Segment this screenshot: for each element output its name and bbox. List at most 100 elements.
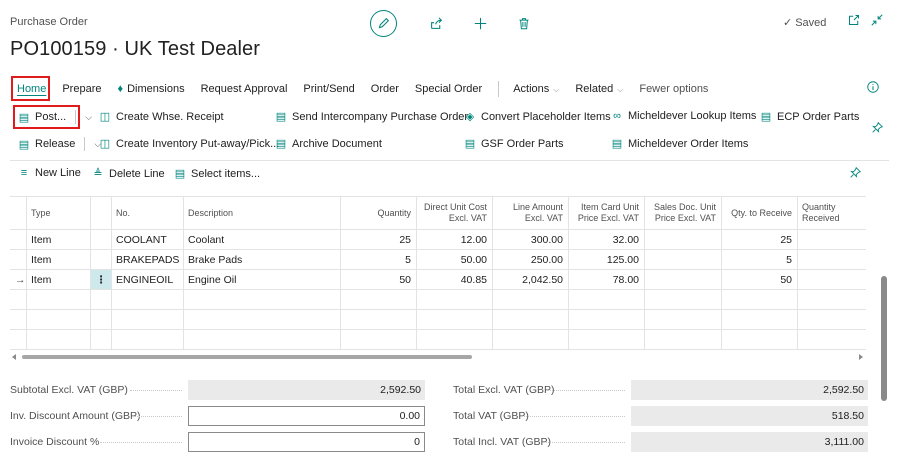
empty-row[interactable]: [10, 330, 866, 350]
send-intercompany-button[interactable]: ▤ Send Intercompany Purchase Order: [275, 110, 469, 124]
horizontal-scrollbar[interactable]: [10, 352, 865, 360]
vertical-scrollbar-thumb[interactable]: [881, 276, 887, 401]
pin-lines-button[interactable]: [850, 167, 861, 178]
cell-description[interactable]: Brake Pads: [188, 253, 243, 266]
micheldever-order-button[interactable]: ▤ Micheldever Order Items: [611, 137, 749, 151]
menu-related[interactable]: Related ⌵: [575, 83, 623, 95]
cell-qty-to-receive[interactable]: 5: [786, 253, 792, 266]
send-intercompany-label: Send Intercompany Purchase Order: [292, 110, 469, 123]
dimensions-icon: ♦: [117, 83, 124, 95]
convert-icon: ◈: [465, 111, 475, 123]
menu-fewer-options[interactable]: Fewer options: [639, 83, 709, 95]
column-header-type[interactable]: Type: [31, 207, 51, 218]
list-icon: ▤: [760, 111, 772, 123]
vertical-scrollbar[interactable]: [880, 196, 888, 464]
menu-request-approval[interactable]: Request Approval: [200, 83, 288, 95]
post-label: Post...: [35, 111, 67, 123]
column-header-no[interactable]: No.: [116, 207, 131, 218]
menu-prepare[interactable]: Prepare: [62, 83, 102, 95]
table-row[interactable]: → Item ⋮ ENGINEOIL Engine Oil 50 40.85 2…: [10, 270, 866, 290]
open-new-window-button[interactable]: [848, 14, 860, 29]
total-vat-row: Total VAT (GBP): [453, 406, 529, 426]
menu-order[interactable]: Order: [370, 83, 399, 95]
micheldever-lookup-button[interactable]: ∞ Micheldever Lookup Items: [611, 110, 756, 122]
release-button[interactable]: ▤ Release ⌵: [18, 137, 101, 151]
new-line-button[interactable]: ≡ New Line: [18, 167, 81, 179]
select-items-button[interactable]: ▤ Select items...: [174, 167, 260, 181]
column-header-direct-unit-cost[interactable]: Direct Unit Cost Excl. VAT: [423, 202, 487, 223]
menu-actions[interactable]: Actions ⌵: [513, 83, 559, 95]
empty-row[interactable]: [10, 310, 866, 330]
cell-no[interactable]: COOLANT: [116, 233, 167, 246]
gsf-order-parts-button[interactable]: ▤ GSF Order Parts: [464, 137, 564, 151]
cell-type[interactable]: Item: [31, 253, 52, 266]
row-menu-button[interactable]: ⋮: [91, 270, 111, 289]
convert-placeholder-button[interactable]: ◈ Convert Placeholder Items: [464, 110, 611, 124]
collapse-button[interactable]: [871, 14, 883, 29]
cell-line-amount[interactable]: 300.00: [530, 233, 563, 246]
table-row[interactable]: Item COOLANT Coolant 25 12.00 300.00 32.…: [10, 230, 866, 250]
post-button[interactable]: ▤ Post... ⌵: [18, 110, 92, 124]
cell-description[interactable]: Engine Oil: [188, 273, 237, 286]
share-button[interactable]: [424, 11, 448, 35]
create-whse-receipt-button[interactable]: ◫ Create Whse. Receipt: [99, 110, 224, 124]
delete-line-button[interactable]: ≜ Delete Line: [92, 167, 164, 181]
cell-quantity[interactable]: 5: [405, 253, 411, 266]
column-header-item-card-price[interactable]: Item Card Unit Price Excl. VAT: [577, 202, 639, 223]
cell-item-card-price: 32.00: [612, 233, 639, 246]
post-icon: ▤: [18, 111, 30, 124]
inv-discount-amount-input[interactable]: 0.00: [188, 406, 425, 426]
menu-dimensions[interactable]: ♦ Dimensions: [117, 83, 184, 95]
trash-icon: [519, 17, 529, 29]
scrollbar-thumb[interactable]: [22, 355, 472, 359]
ecp-order-parts-button[interactable]: ▤ ECP Order Parts: [760, 110, 860, 124]
select-items-icon: ▤: [174, 168, 186, 180]
info-button[interactable]: [867, 81, 879, 96]
invoice-discount-pct-input[interactable]: 0: [188, 432, 425, 452]
column-header-qty-received[interactable]: Quantity Received: [802, 202, 840, 223]
delete-button[interactable]: [512, 11, 536, 35]
cell-direct-unit-cost[interactable]: 12.00: [460, 233, 487, 246]
column-header-description[interactable]: Description: [188, 207, 234, 218]
ribbon-actions: ▤ Post... ⌵ ▤ Release ⌵ ◫ Create Whse. R…: [10, 104, 889, 160]
empty-row[interactable]: [10, 290, 866, 310]
create-document-icon: ◫: [99, 138, 111, 150]
cell-direct-unit-cost[interactable]: 40.85: [460, 273, 487, 286]
create-document-icon: ◫: [99, 111, 111, 123]
cell-quantity[interactable]: 25: [399, 233, 411, 246]
add-button[interactable]: [468, 11, 492, 35]
create-inventory-button[interactable]: ◫ Create Inventory Put-away/Pick...: [99, 137, 279, 151]
table-row[interactable]: Item BRAKEPADS Brake Pads 5 50.00 250.00…: [10, 250, 866, 270]
cell-qty-to-receive[interactable]: 50: [780, 273, 792, 286]
cell-type[interactable]: Item: [31, 233, 52, 246]
leader-dots: [524, 416, 625, 417]
leader-dots: [130, 390, 182, 391]
cell-no[interactable]: ENGINEOIL: [116, 273, 174, 286]
home-tab-highlight: [11, 76, 50, 101]
cell-type[interactable]: Item: [31, 273, 52, 286]
column-header-line-amount[interactable]: Line Amount Excl. VAT: [512, 202, 563, 223]
cell-line-amount[interactable]: 250.00: [530, 253, 563, 266]
cell-qty-to-receive[interactable]: 25: [780, 233, 792, 246]
column-header-qty-to-receive[interactable]: Qty. to Receive: [731, 207, 792, 218]
cell-sales-doc-price: [644, 250, 721, 269]
chevron-down-icon[interactable]: ⌵: [94, 138, 102, 149]
column-header-quantity[interactable]: Quantity: [377, 207, 411, 218]
chevron-down-icon: ⌵: [553, 85, 560, 94]
edit-button[interactable]: [370, 9, 397, 37]
chevron-down-icon[interactable]: ⌵: [85, 111, 93, 122]
archive-document-button[interactable]: ▤ Archive Document: [275, 137, 382, 151]
scroll-left-icon[interactable]: [12, 354, 16, 360]
cell-description[interactable]: Coolant: [188, 233, 225, 246]
menu-print-send[interactable]: Print/Send: [303, 83, 355, 95]
ecp-order-parts-label: ECP Order Parts: [777, 110, 860, 123]
cell-line-amount[interactable]: 2,042.50: [522, 273, 563, 286]
menu-home[interactable]: Home: [17, 83, 47, 95]
pin-ribbon-button[interactable]: [872, 122, 883, 133]
cell-quantity[interactable]: 50: [399, 273, 411, 286]
scroll-right-icon[interactable]: [859, 354, 863, 360]
menu-special-order[interactable]: Special Order: [414, 83, 483, 95]
cell-no[interactable]: BRAKEPADS: [116, 253, 180, 266]
cell-direct-unit-cost[interactable]: 50.00: [460, 253, 487, 266]
column-header-sales-doc-price[interactable]: Sales Doc. Unit Price Excl. VAT: [653, 202, 716, 223]
